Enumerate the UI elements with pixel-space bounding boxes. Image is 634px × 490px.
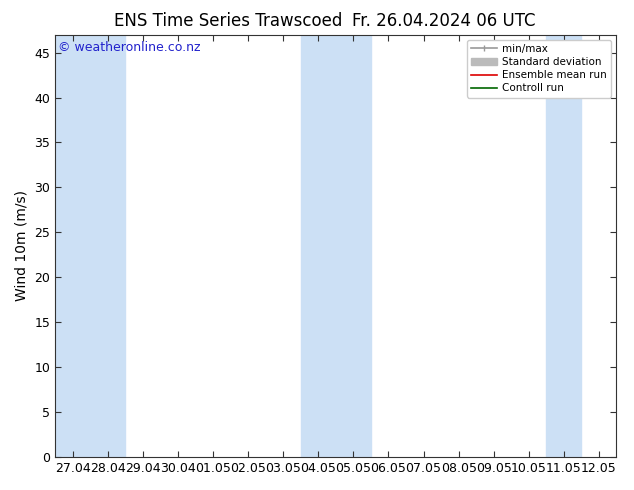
Y-axis label: Wind 10m (m/s): Wind 10m (m/s) bbox=[15, 191, 29, 301]
Bar bbox=[55, 35, 91, 457]
Text: © weatheronline.co.nz: © weatheronline.co.nz bbox=[58, 41, 200, 54]
Bar bbox=[547, 35, 581, 457]
Legend: min/max, Standard deviation, Ensemble mean run, Controll run: min/max, Standard deviation, Ensemble me… bbox=[467, 40, 611, 98]
Bar bbox=[336, 35, 371, 457]
Text: ENS Time Series Trawscoed: ENS Time Series Trawscoed bbox=[114, 12, 342, 30]
Bar bbox=[301, 35, 336, 457]
Text: Fr. 26.04.2024 06 UTC: Fr. 26.04.2024 06 UTC bbox=[352, 12, 536, 30]
Bar bbox=[91, 35, 126, 457]
